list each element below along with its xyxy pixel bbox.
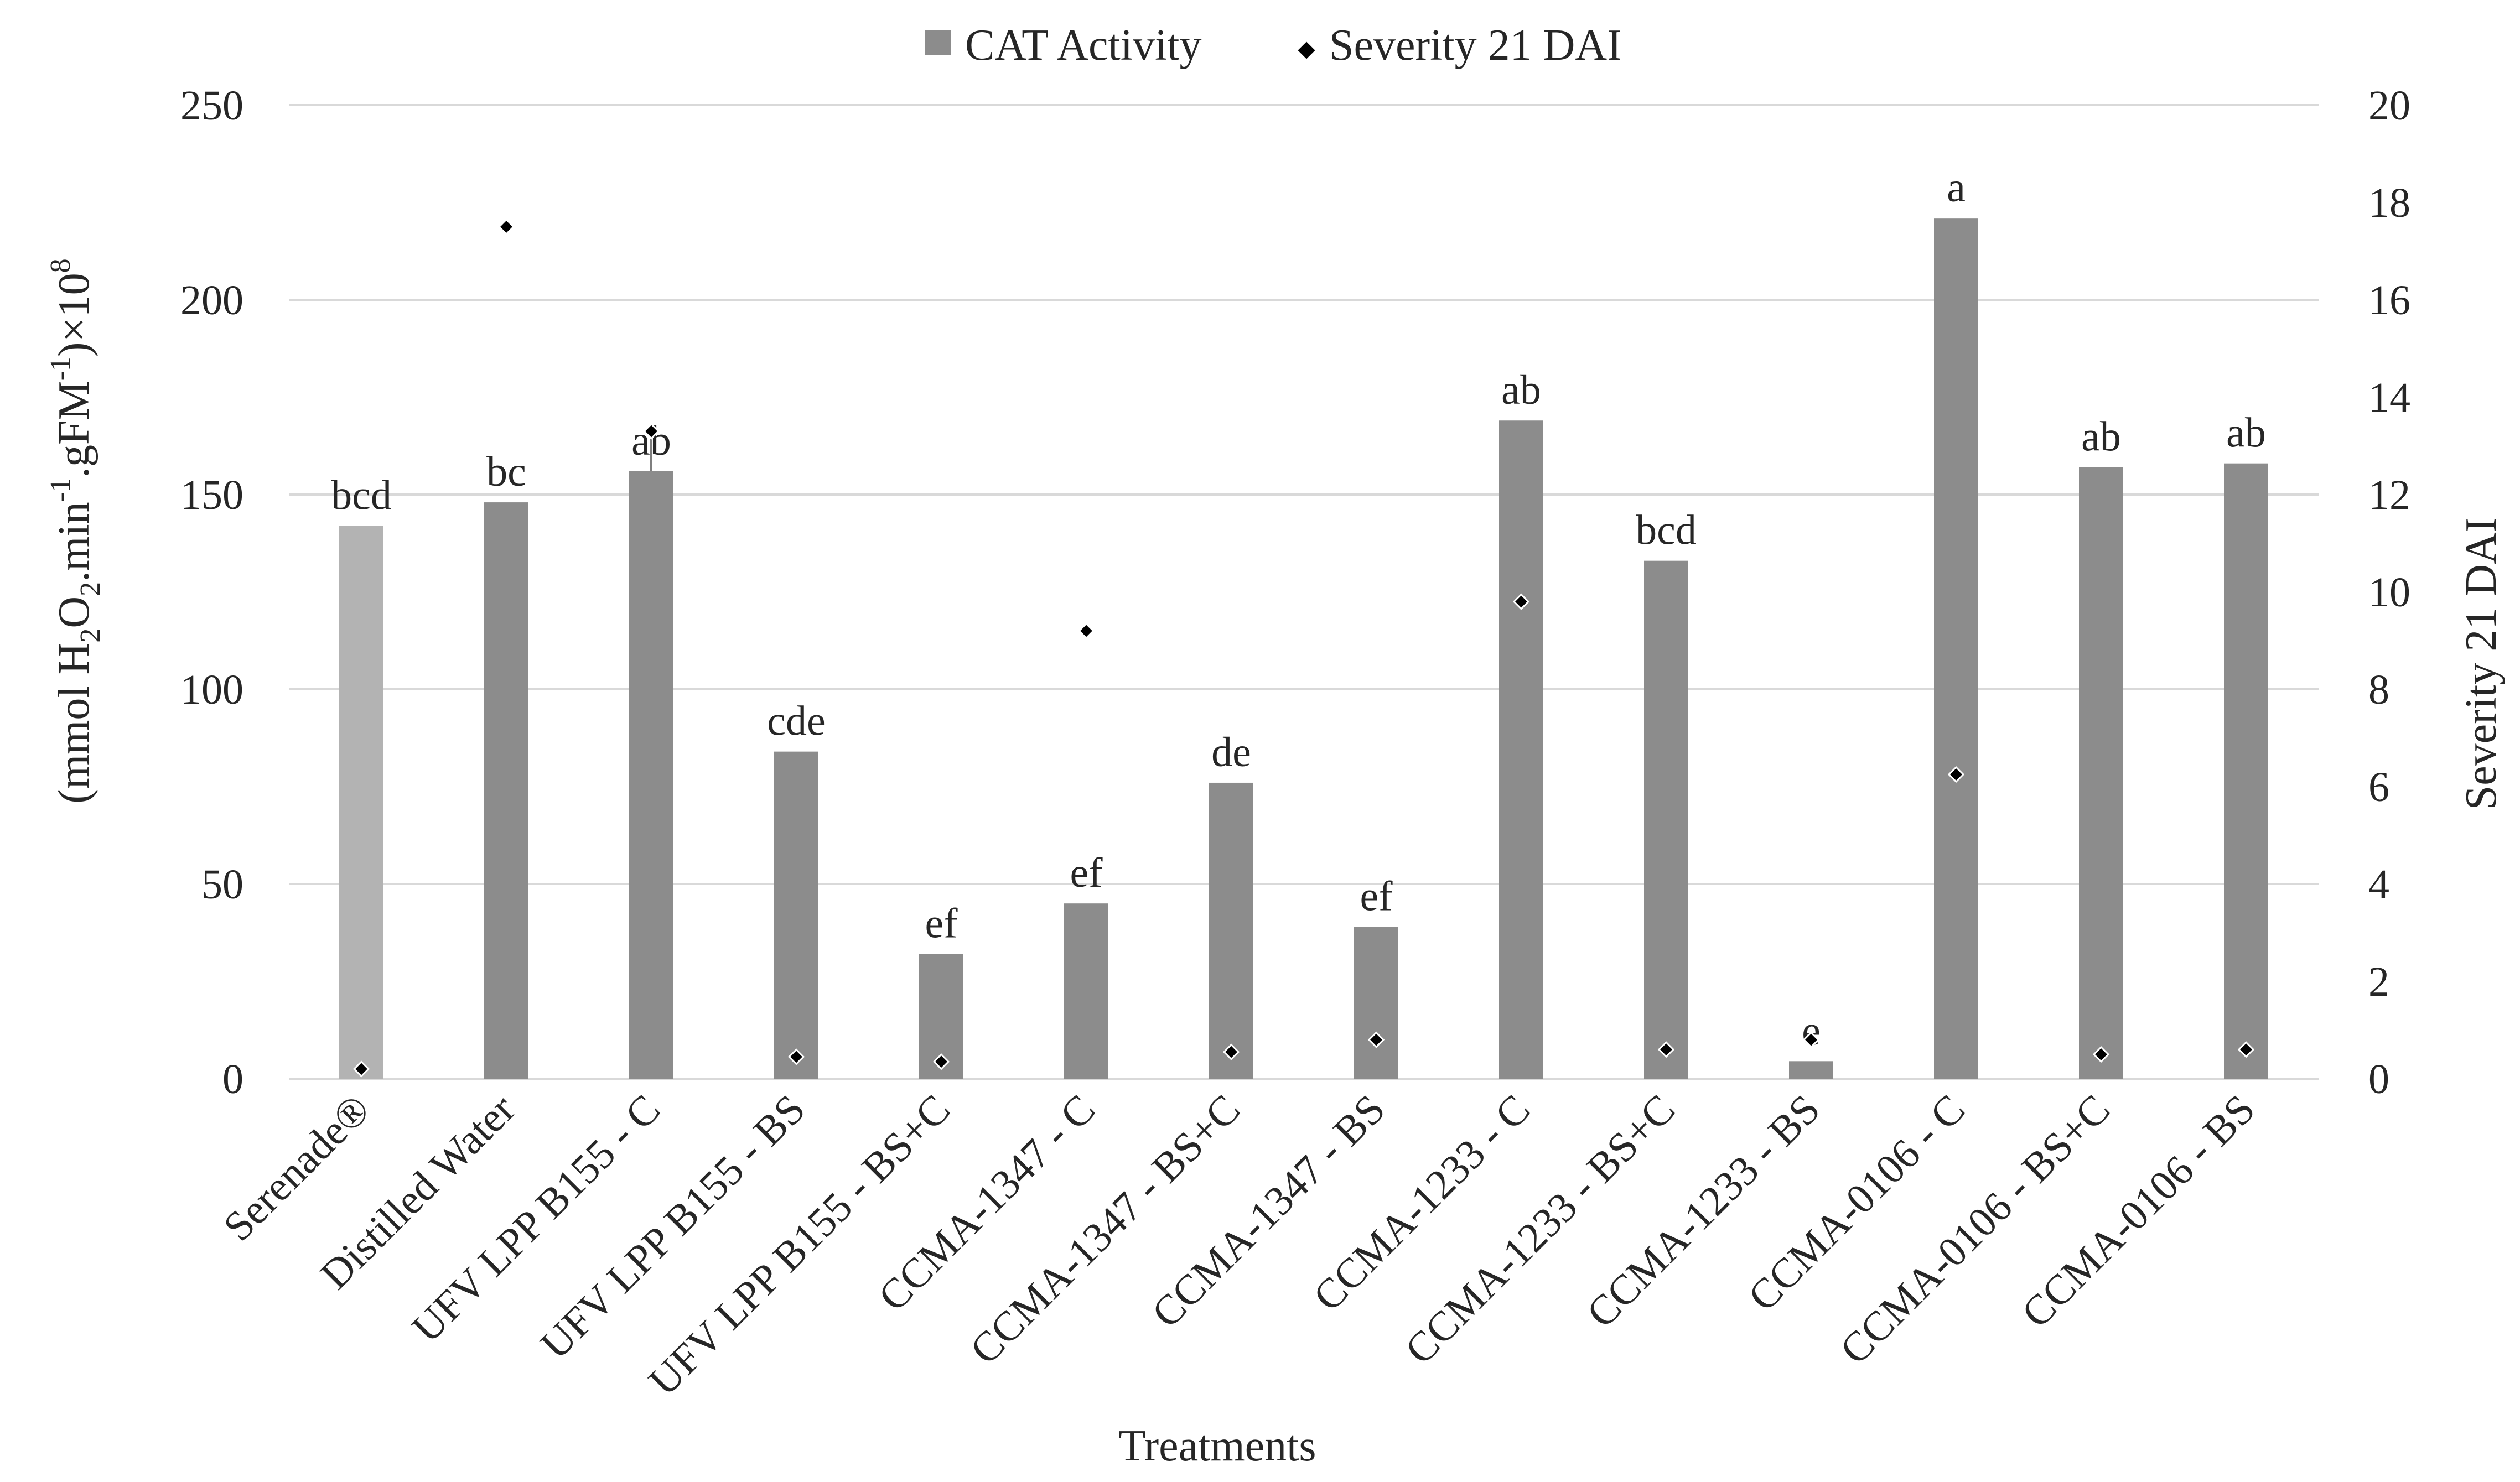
- bar-label: ef: [1360, 873, 1393, 919]
- severity-point: [2092, 1046, 2110, 1063]
- y2-tick-label: 6: [2368, 764, 2389, 810]
- bar-label: a: [1947, 164, 1966, 211]
- bar: [629, 471, 673, 1079]
- bar: [774, 751, 818, 1079]
- y2-tick-label: 0: [2368, 1056, 2389, 1103]
- x-category-label: UFV LPP B155 - C: [403, 1086, 669, 1351]
- y2-tick-label: 14: [2368, 375, 2410, 421]
- x-axis-title: Treatments: [1118, 1422, 1316, 1470]
- y-axis-title: (mmol H2O2.min-1.gFM-1)×108: [45, 258, 106, 803]
- bar: [1354, 927, 1398, 1079]
- bar-series: [339, 218, 2268, 1079]
- x-category-label: CCMA-0106 - BS+C: [1831, 1086, 2119, 1374]
- y2-tick-label: 8: [2368, 667, 2389, 713]
- bar-label: ef: [925, 901, 958, 947]
- severity-points: [352, 218, 2255, 1078]
- bar: [339, 526, 383, 1079]
- legend-bar-swatch: [925, 30, 951, 55]
- severity-point: [787, 1048, 805, 1065]
- y-tick-label: 0: [222, 1056, 243, 1103]
- legend-severity-label: Severity 21 DAI: [1329, 21, 1622, 70]
- y2-tick-label: 16: [2368, 277, 2410, 324]
- bar-label: ef: [1070, 850, 1103, 896]
- right-axis-ticks: 0 2 4 6 8 10 12 14 16 18 20: [2368, 82, 2410, 1103]
- severity-point: [1367, 1031, 1385, 1048]
- bar: [1499, 420, 1543, 1079]
- bar-label: de: [1211, 729, 1251, 776]
- y-tick-label: 100: [180, 667, 243, 713]
- bar-label: bcd: [331, 472, 392, 518]
- left-axis-ticks: 0 50 100 150 200 250: [180, 82, 243, 1103]
- bar-label: ab: [2226, 410, 2266, 456]
- bar-label: bcd: [1636, 507, 1697, 554]
- y2-tick-label: 12: [2368, 472, 2410, 518]
- y2-tick-label: 20: [2368, 82, 2410, 129]
- legend-cat-activity-label: CAT Activity: [965, 21, 1201, 70]
- bar-label: ab: [1501, 367, 1541, 413]
- severity-point: [932, 1053, 950, 1070]
- bar: [1064, 903, 1108, 1079]
- severity-point: [1947, 766, 1965, 783]
- severity-point: [2237, 1041, 2255, 1058]
- bar: [484, 502, 528, 1079]
- x-category-label: CCMA-1347 - BS+C: [961, 1086, 1249, 1374]
- legend: CAT Activity Severity 21 DAI: [925, 21, 1622, 70]
- y2-tick-label: 18: [2368, 180, 2410, 226]
- y2-axis-title: Severity 21 DAI: [2457, 518, 2506, 810]
- x-category-label: UFV LPP B155 - BS: [532, 1086, 814, 1368]
- y2-tick-label: 10: [2368, 569, 2410, 616]
- severity-point: [1657, 1041, 1675, 1058]
- y-tick-label: 50: [201, 861, 243, 908]
- bar: [1644, 560, 1688, 1079]
- severity-point: [1512, 593, 1530, 610]
- y2-tick-label: 4: [2368, 861, 2389, 908]
- severity-point: [352, 1060, 370, 1078]
- bar: [1934, 218, 1978, 1079]
- y2-tick-label: 2: [2368, 959, 2389, 1005]
- bar-label: cde: [767, 698, 825, 745]
- legend-diamond-swatch: [1298, 41, 1315, 59]
- severity-point: [1222, 1043, 1240, 1060]
- y-tick-label: 250: [180, 82, 243, 129]
- y-tick-label: 150: [180, 472, 243, 518]
- bar: [1789, 1061, 1833, 1079]
- bar-label: ab: [2081, 414, 2121, 460]
- x-category-label: CCMA-1233 - BS+C: [1396, 1086, 1684, 1374]
- severity-point: [642, 423, 660, 440]
- bar-label: bc: [486, 449, 526, 495]
- severity-point: [497, 218, 515, 236]
- bar: [1209, 782, 1253, 1079]
- bar: [2079, 467, 2123, 1079]
- bar: [2224, 463, 2268, 1079]
- gridlines: [289, 104, 2319, 1080]
- y-tick-label: 200: [180, 277, 243, 324]
- severity-point: [1077, 622, 1095, 639]
- severity-point: [1802, 1031, 1820, 1048]
